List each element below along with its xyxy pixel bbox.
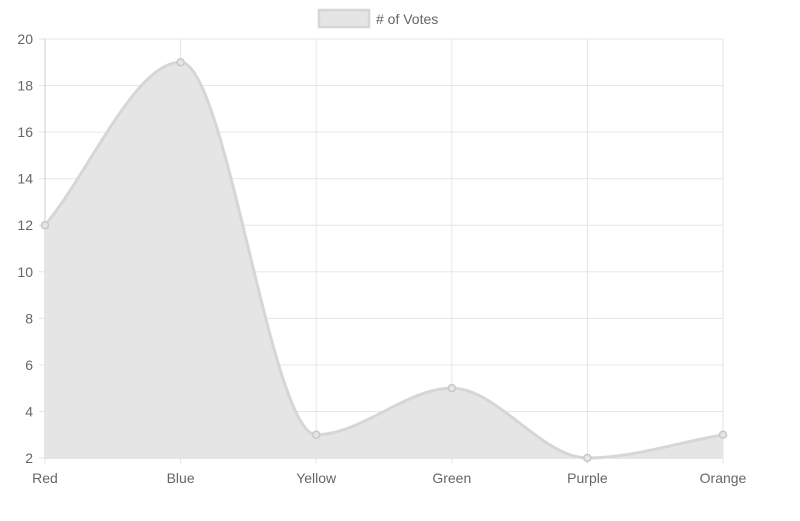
- legend-swatch: [317, 8, 371, 29]
- x-tick-label: Purple: [567, 470, 608, 486]
- data-points: [40, 58, 728, 463]
- y-tick-label: 4: [25, 403, 33, 419]
- y-tick-label: 6: [25, 357, 33, 373]
- y-tick-label: 8: [25, 310, 33, 326]
- y-tick-label: 2: [25, 450, 33, 466]
- data-point[interactable]: [176, 58, 185, 67]
- y-tick-label: 20: [17, 31, 33, 47]
- data-point[interactable]: [718, 430, 728, 439]
- y-tick-label: 10: [17, 264, 33, 280]
- series-fill: [45, 62, 723, 459]
- data-point[interactable]: [583, 453, 592, 463]
- x-tick-label: Yellow: [296, 470, 337, 486]
- legend[interactable]: # of Votes: [317, 8, 438, 29]
- data-point[interactable]: [311, 430, 321, 439]
- x-tick-label: Orange: [700, 470, 747, 486]
- data-point[interactable]: [447, 383, 457, 393]
- y-tick-label: 12: [17, 217, 33, 233]
- series-area: [43, 60, 724, 460]
- data-point[interactable]: [40, 220, 50, 230]
- x-axis-ticks: Red Blue Yellow Green Purple Orange: [32, 470, 746, 486]
- y-axis-ticks: 2 4 6 8 10 12 14 16 18 20: [17, 31, 33, 466]
- x-tick-label: Blue: [167, 470, 195, 486]
- legend-label: # of Votes: [376, 11, 438, 27]
- y-tick-label: 14: [17, 171, 33, 187]
- x-tick-label: Green: [432, 470, 471, 486]
- y-tick-label: 18: [17, 78, 33, 94]
- y-tick-label: 16: [17, 124, 33, 140]
- x-tick-label: Red: [32, 470, 58, 486]
